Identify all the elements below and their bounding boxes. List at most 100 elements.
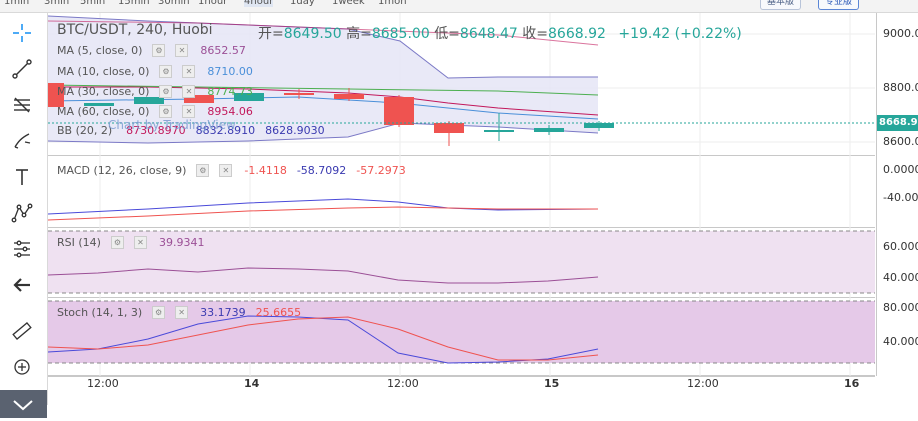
interval-1mon[interactable]: 1mon (378, 0, 407, 7)
drawing-toolbar (0, 13, 48, 418)
legend-ma60[interactable]: MA (60, close, 0) ⚙ ✕ 8954.06 (57, 105, 253, 118)
interval-5min[interactable]: 5min (80, 0, 106, 7)
interval-4hour[interactable]: 4hour (244, 0, 274, 7)
pattern-icon[interactable] (8, 201, 36, 225)
stoch-d-line (48, 316, 599, 361)
candles (48, 83, 614, 146)
crosshair-icon[interactable] (8, 21, 36, 45)
legend-ma5-label: MA (5, close, 0) (57, 44, 143, 57)
watermark: Chart by TradingView (108, 118, 236, 132)
high-value: 8685.00 (371, 26, 430, 42)
low-value: 8648.47 (459, 26, 518, 42)
interval-3min[interactable]: 3min (44, 0, 70, 7)
legend-macd-label: MACD (12, 26, close, 9) (57, 164, 187, 177)
candle (434, 123, 464, 133)
settings-icon[interactable]: ⚙ (159, 105, 173, 118)
toolbar-scroll-button[interactable] (0, 390, 47, 418)
close-icon[interactable]: ✕ (133, 236, 147, 249)
trend-line-icon[interactable] (8, 57, 36, 81)
legend-macd[interactable]: MACD (12, 26, close, 9) ⚙ ✕ -1.4118 -58.7… (57, 164, 406, 177)
settings-icon[interactable]: ⚙ (196, 164, 210, 177)
macd-line (48, 198, 599, 215)
y-tick: 40.0000 (883, 271, 918, 284)
close-icon[interactable]: ✕ (182, 105, 196, 118)
chevron-down-icon (13, 400, 33, 411)
interval-1hour[interactable]: 1hour (198, 0, 228, 7)
legend-ma30-label: MA (30, close, 0) (57, 85, 150, 98)
candle (534, 128, 564, 132)
legend-ma5-value: 8652.57 (200, 44, 246, 57)
legend-ma10[interactable]: MA (10, close, 0) ⚙ ✕ 8710.00 (57, 65, 253, 78)
legend-rsi[interactable]: RSI (14) ⚙ ✕ 39.9341 (57, 236, 204, 249)
fib-icon[interactable] (8, 93, 36, 117)
close-icon[interactable]: ✕ (175, 44, 189, 57)
close-icon[interactable]: ✕ (175, 306, 189, 319)
bb-lower (48, 122, 599, 144)
high-label: 高= (346, 26, 372, 42)
y-tick: 0.0000 (883, 163, 918, 176)
brush-icon[interactable] (8, 129, 36, 153)
x-tick: 12:00 (687, 377, 719, 390)
price-axis[interactable]: 9000.00 8800.00 8600.00 0.0000 -40.0000 … (876, 13, 918, 376)
legend-bb[interactable]: BB (20, 2) 8730.8970 8832.8910 8628.9030 (57, 124, 325, 137)
measure-icon[interactable] (8, 237, 36, 261)
y-tick: 80.0000 (883, 301, 918, 314)
settings-icon[interactable]: ⚙ (159, 85, 173, 98)
legend-bb-basis: 8730.8970 (126, 124, 186, 137)
interval-30min[interactable]: 30min (158, 0, 190, 7)
close-icon[interactable]: ✕ (182, 85, 196, 98)
legend-stoch[interactable]: Stoch (14, 1, 3) ⚙ ✕ 33.1739 25.6655 (57, 306, 301, 319)
interval-1week[interactable]: 1week (332, 0, 365, 7)
ruler-icon[interactable] (8, 319, 36, 343)
y-tick: 9000.00 (883, 27, 918, 40)
legend-stoch-k: 33.1739 (200, 306, 246, 319)
y-tick: 8600.00 (883, 135, 918, 148)
bb-upper (48, 15, 598, 79)
candle (184, 95, 214, 103)
legend-stoch-label: Stoch (14, 1, 3) (57, 306, 143, 319)
macd-pane[interactable] (48, 156, 875, 228)
close-value: 8668.92 (548, 26, 606, 42)
x-tick: 15 (544, 377, 560, 390)
back-arrow-icon[interactable] (8, 273, 36, 297)
x-tick: 12:00 (387, 377, 419, 390)
settings-icon[interactable]: ⚙ (110, 236, 124, 249)
zoom-icon[interactable] (8, 355, 36, 379)
legend-stoch-d: 25.6655 (255, 306, 302, 319)
ma30-line (48, 84, 599, 96)
interval-1day[interactable]: 1day (290, 0, 315, 7)
macd-signal (48, 206, 598, 221)
legend-ma30[interactable]: MA (30, close, 0) ⚙ ✕ 8774.73 (57, 85, 253, 98)
interval-15min[interactable]: 15min (118, 0, 150, 7)
pro-version-button[interactable]: 专业版 (818, 0, 860, 10)
change-value: +19.42 (+0.22%) (618, 26, 742, 42)
basic-version-button[interactable]: 基本版 (760, 0, 802, 10)
settings-icon[interactable]: ⚙ (159, 65, 173, 78)
low-label: 低= (434, 26, 460, 42)
candle (484, 130, 514, 132)
symbol-header: BTC/USDT, 240, Huobi (57, 22, 213, 38)
legend-bb-lower: 8628.9030 (265, 124, 325, 137)
y-tick: -40.0000 (883, 191, 918, 204)
legend-ma60-label: MA (60, close, 0) (57, 105, 150, 118)
legend-macd-hist: -1.4118 (244, 164, 287, 177)
last-price-tag: 8668.92 (877, 115, 918, 131)
x-tick: 14 (244, 377, 260, 390)
ohlc-readout: 开=8649.50 高=8685.00 低=8648.47 收=8668.92 … (258, 23, 742, 43)
symbol-title[interactable]: BTC/USDT, 240, Huobi (57, 22, 213, 38)
close-icon[interactable]: ✕ (182, 65, 196, 78)
time-axis[interactable]: 12:00 14 12:00 15 12:00 16 (48, 376, 875, 406)
settings-icon[interactable]: ⚙ (152, 44, 166, 57)
interval-1min[interactable]: 1min (4, 0, 30, 7)
y-tick: 60.0000 (883, 240, 918, 253)
ma60-line (48, 20, 599, 46)
y-tick: 40.0000 (883, 335, 918, 348)
text-icon[interactable] (8, 165, 36, 189)
settings-icon[interactable]: ⚙ (152, 306, 166, 319)
close-icon[interactable]: ✕ (219, 164, 233, 177)
legend-ma5[interactable]: MA (5, close, 0) ⚙ ✕ 8652.57 (57, 44, 246, 57)
candle (84, 103, 114, 106)
legend-bb-upper: 8832.8910 (195, 124, 256, 137)
candle (284, 93, 314, 95)
candle (48, 83, 64, 107)
